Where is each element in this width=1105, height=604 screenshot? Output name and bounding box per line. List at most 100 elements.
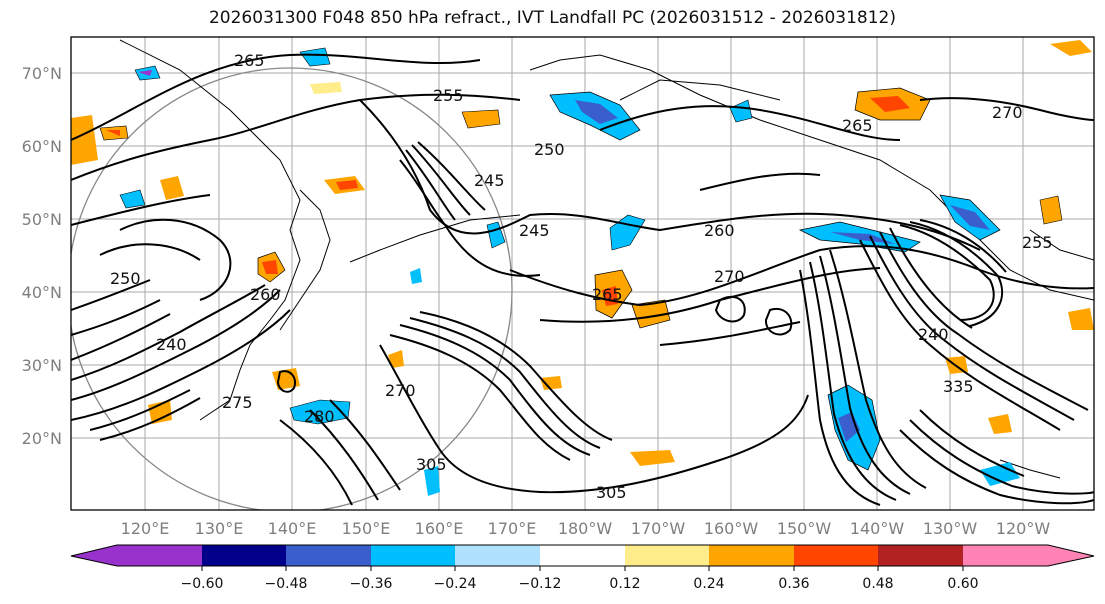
colorbar-outline [70, 544, 1095, 567]
neg-region-5 [609, 214, 646, 251]
latitude-labels: 70°N 60°N 50°N 40°N 30°N 20°N [22, 64, 62, 448]
colorbar: −0.60 −0.48 −0.36 −0.24 −0.12 0.12 0.24 … [70, 544, 1095, 592]
contour-label: 250 [534, 140, 565, 159]
pos-region-16 [388, 350, 404, 368]
colorbar-tick-label: 0.12 [609, 576, 640, 592]
colorbar-swatch [794, 545, 878, 566]
colorbar-tick-label: 0.48 [862, 576, 893, 592]
pos-region-4 [631, 299, 671, 329]
contour-label: 275 [222, 393, 253, 412]
colorbar-extend-high [1048, 545, 1094, 566]
colorbar-tick-label: 0.60 [947, 576, 978, 592]
lon-label: 140°E [268, 519, 317, 538]
contours [71, 53, 1094, 506]
contour-label: 245 [519, 221, 550, 240]
contour-label: 240 [156, 335, 187, 354]
lat-label: 50°N [22, 210, 62, 229]
map-frame [70, 36, 1095, 511]
colorbar-tick-label: 0.24 [693, 576, 724, 592]
pos-region-17 [148, 400, 172, 424]
lon-label: 150°W [777, 519, 832, 538]
colorbar-swatch [202, 545, 286, 566]
colorbar-ticks [201, 566, 964, 571]
lon-label: 160°E [415, 519, 464, 538]
contour-label: 305 [596, 483, 627, 502]
colorbar-swatch [371, 545, 455, 566]
colorbar-swatch [963, 545, 1048, 566]
pos-region-7 [160, 176, 184, 200]
neg-region-1-core [575, 100, 618, 124]
colorbar-tick-label: 0.36 [778, 576, 809, 592]
contour-label: 265 [842, 116, 873, 135]
map-title: 2026031300 F048 850 hPa refract., IVT La… [208, 8, 896, 28]
contour-label: 335 [943, 377, 974, 396]
lon-label: 170°E [488, 519, 537, 538]
colorbar-swatch [625, 545, 709, 566]
map-panel [70, 36, 1095, 511]
pos-region-13 [988, 414, 1012, 434]
colorbar-tick-label: −0.60 [181, 576, 224, 592]
neg-region-13 [424, 466, 440, 496]
lat-label: 70°N [22, 64, 62, 83]
contour-label: 270 [714, 267, 745, 286]
neg-region-9-core [138, 70, 152, 76]
colorbar-swatch [709, 545, 794, 566]
pos-region-2 [1050, 40, 1092, 56]
contour-label: 280 [304, 407, 335, 426]
contour-label: 255 [1022, 233, 1053, 252]
lon-label: 170°W [631, 519, 686, 538]
contour-label: 255 [433, 86, 464, 105]
contour-label: 260 [704, 221, 735, 240]
contour-label-group: 265 255 250 245 245 260 265 270 265 270 … [110, 51, 1053, 502]
lat-label: 20°N [22, 429, 62, 448]
lon-label: 130°E [195, 519, 244, 538]
lon-label: 140°W [850, 519, 905, 538]
neg-region-2-core [830, 232, 895, 244]
pos-region-8 [71, 115, 98, 165]
lon-label: 120°E [121, 519, 170, 538]
colorbar-tick-label: −0.24 [434, 576, 477, 592]
contour-label: 270 [992, 103, 1023, 122]
neg-region-11 [729, 99, 753, 123]
contour-label: 305 [416, 455, 447, 474]
neg-region-8 [119, 189, 146, 209]
shaded-anomalies [71, 40, 1094, 496]
pos-region-11 [1039, 195, 1063, 225]
colorbar-tick-label: −0.36 [350, 576, 393, 592]
lon-label: 120°W [996, 519, 1051, 538]
contour-label: 240 [918, 325, 949, 344]
lat-label: 60°N [22, 137, 62, 156]
lon-label: 150°E [342, 519, 391, 538]
neg-region-14 [980, 462, 1020, 486]
neg-region-7 [299, 47, 331, 67]
lon-label: 160°W [704, 519, 759, 538]
pos-region-9-core [106, 130, 120, 136]
neg-region-12 [410, 268, 422, 284]
colorbar-tick-label: −0.48 [265, 576, 308, 592]
contour-label: 270 [385, 381, 416, 400]
pos-region-6-core [336, 180, 358, 190]
colorbar-tick-label: −0.12 [519, 576, 562, 592]
pos-region-18 [1068, 308, 1094, 330]
longitude-labels: 120°E 130°E 140°E 150°E 160°E 170°E 180°… [121, 519, 1051, 538]
lat-label: 40°N [22, 283, 62, 302]
lon-label: 130°W [923, 519, 978, 538]
pos-region-19 [310, 82, 342, 94]
neg-region-6 [486, 221, 506, 249]
range-circle [71, 67, 513, 510]
contour-label: 265 [234, 51, 265, 70]
colorbar-swatch [878, 545, 963, 566]
contour-label: 265 [592, 285, 623, 304]
pos-region-5-core [262, 260, 278, 274]
pos-region-14 [630, 450, 675, 466]
pos-region-20 [540, 376, 562, 390]
colorbar-swatch [286, 545, 371, 566]
contour-label: 245 [474, 171, 505, 190]
pos-region-10 [461, 109, 501, 129]
pos-region-1-core [870, 96, 910, 112]
colorbar-swatch [117, 545, 202, 566]
colorbar-swatch [455, 545, 540, 566]
colorbar-swatch [540, 545, 625, 566]
neg-region-4-core [838, 412, 860, 442]
